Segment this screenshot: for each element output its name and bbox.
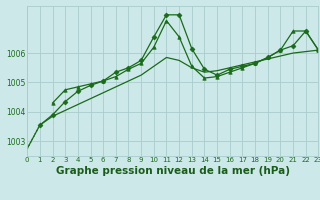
X-axis label: Graphe pression niveau de la mer (hPa): Graphe pression niveau de la mer (hPa) (56, 166, 290, 176)
